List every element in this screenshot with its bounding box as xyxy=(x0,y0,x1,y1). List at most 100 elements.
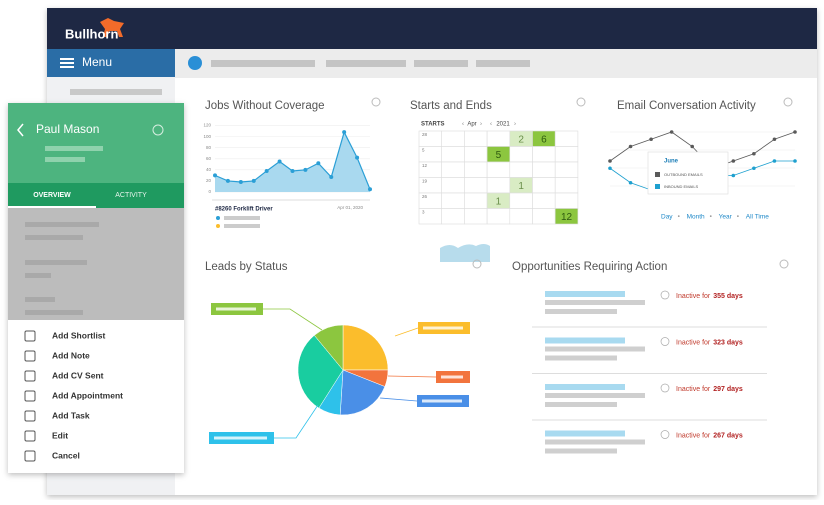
leader-line xyxy=(274,404,319,439)
calendar-cell[interactable] xyxy=(441,177,465,194)
calendar-cell[interactable] xyxy=(532,208,556,225)
calendar-month: Apr xyxy=(467,122,476,128)
calendar-cell[interactable] xyxy=(509,161,533,178)
point xyxy=(628,180,633,185)
close-icon[interactable] xyxy=(371,97,381,107)
tooltip-month: June xyxy=(664,159,679,165)
close-icon[interactable] xyxy=(779,259,789,269)
placeholder xyxy=(423,326,463,330)
calendar-cell[interactable] xyxy=(441,208,465,225)
status-icon xyxy=(660,337,670,346)
back-icon[interactable] xyxy=(17,123,24,137)
tab[interactable]: OVERVIEW xyxy=(33,192,71,199)
calendar-cell[interactable] xyxy=(509,146,533,163)
nav-arrow[interactable]: › xyxy=(480,122,482,128)
nav-arrow[interactable]: › xyxy=(514,122,516,128)
header xyxy=(47,8,817,49)
calendar-cell[interactable] xyxy=(464,130,488,147)
day-number: 28 xyxy=(422,132,428,137)
y-tick-label: 120 xyxy=(203,123,211,128)
nav-arrow[interactable]: ‹ xyxy=(490,122,492,128)
event-count: 6 xyxy=(541,134,547,145)
calendar-cell[interactable] xyxy=(464,161,488,178)
calendar-cell[interactable] xyxy=(554,208,579,225)
calendar-cell[interactable] xyxy=(486,177,511,194)
avatar[interactable] xyxy=(188,56,202,70)
action-icon xyxy=(24,350,36,362)
calendar-cell[interactable] xyxy=(464,146,488,163)
point xyxy=(669,130,674,134)
pie-slice[interactable] xyxy=(342,324,389,371)
range-link[interactable]: All Time xyxy=(746,214,770,221)
calendar-cell[interactable] xyxy=(486,208,511,225)
calendar-cell[interactable] xyxy=(532,192,556,209)
pie-slice[interactable] xyxy=(339,369,386,416)
placeholder xyxy=(25,222,99,227)
menu-label: Menu xyxy=(82,55,112,69)
placeholder xyxy=(545,355,617,361)
pie-slice[interactable] xyxy=(313,324,344,371)
placeholder xyxy=(545,337,625,344)
placeholder xyxy=(25,297,55,302)
close-icon[interactable] xyxy=(783,97,793,107)
action[interactable]: Add Task xyxy=(52,410,90,420)
action[interactable]: Add Appointment xyxy=(52,390,123,400)
point xyxy=(649,137,653,142)
calendar-cell[interactable] xyxy=(532,161,556,178)
placeholder xyxy=(45,157,85,162)
calendar-cell[interactable] xyxy=(554,161,579,178)
calendar-cell[interactable] xyxy=(464,192,488,209)
range-link[interactable]: Day xyxy=(661,214,673,221)
calendar-cell[interactable] xyxy=(441,192,465,209)
calendar-cell[interactable] xyxy=(441,161,465,178)
calendar-cell[interactable] xyxy=(554,192,579,209)
calendar-cell[interactable] xyxy=(441,130,465,147)
status-icon xyxy=(660,290,670,300)
range-link[interactable]: Year xyxy=(719,214,733,221)
separator: • xyxy=(678,214,681,221)
calendar-cell[interactable] xyxy=(554,146,579,163)
placeholder xyxy=(545,346,645,352)
action[interactable]: Add Note xyxy=(52,350,90,360)
point xyxy=(329,175,334,180)
close-icon[interactable] xyxy=(576,97,586,107)
y-tick-label: 20 xyxy=(206,178,212,183)
action[interactable]: Cancel xyxy=(52,450,80,460)
action-icon xyxy=(24,430,36,442)
legend-dot xyxy=(216,224,220,228)
tab[interactable]: ACTIVITY xyxy=(115,192,147,199)
action[interactable]: Add Shortlist xyxy=(52,330,106,340)
calendar-cell[interactable] xyxy=(532,146,556,163)
widget-title: Leads by Status xyxy=(205,261,288,273)
job-label: #8260 Forklift Driver xyxy=(215,207,273,213)
more-icon[interactable] xyxy=(152,124,164,136)
calendar-cell[interactable] xyxy=(509,192,533,209)
point xyxy=(225,178,230,183)
calendar-cell[interactable] xyxy=(554,177,579,194)
contact-name: Paul Mason xyxy=(36,122,99,136)
y-tick-label: 80 xyxy=(206,145,212,150)
calendar-cell[interactable] xyxy=(464,177,488,194)
calendar-cell[interactable] xyxy=(441,146,465,163)
action[interactable]: Edit xyxy=(52,430,68,440)
legend-label: OUTBOUND EMAILS xyxy=(664,172,703,177)
range-link[interactable]: Month xyxy=(687,214,705,221)
point xyxy=(264,168,269,173)
calendar-cell[interactable] xyxy=(486,130,511,147)
nav-arrow[interactable]: ‹ xyxy=(462,122,464,128)
inactive-label: Inactive for xyxy=(676,339,711,346)
calendar-cell[interactable] xyxy=(532,177,556,194)
status-icon xyxy=(660,383,670,393)
pie-slice[interactable] xyxy=(297,334,344,409)
placeholder xyxy=(545,439,645,445)
inactive-days: 355 days xyxy=(713,293,743,300)
point xyxy=(752,151,756,156)
calendar-cell[interactable] xyxy=(464,208,488,225)
action[interactable]: Add CV Sent xyxy=(52,370,104,380)
point xyxy=(731,159,736,163)
date: Apr 01, 2020 xyxy=(337,205,363,210)
calendar-cell[interactable] xyxy=(554,130,579,147)
calendar-cell[interactable] xyxy=(486,161,511,178)
close-icon[interactable] xyxy=(472,259,482,269)
calendar-cell[interactable] xyxy=(509,208,533,225)
